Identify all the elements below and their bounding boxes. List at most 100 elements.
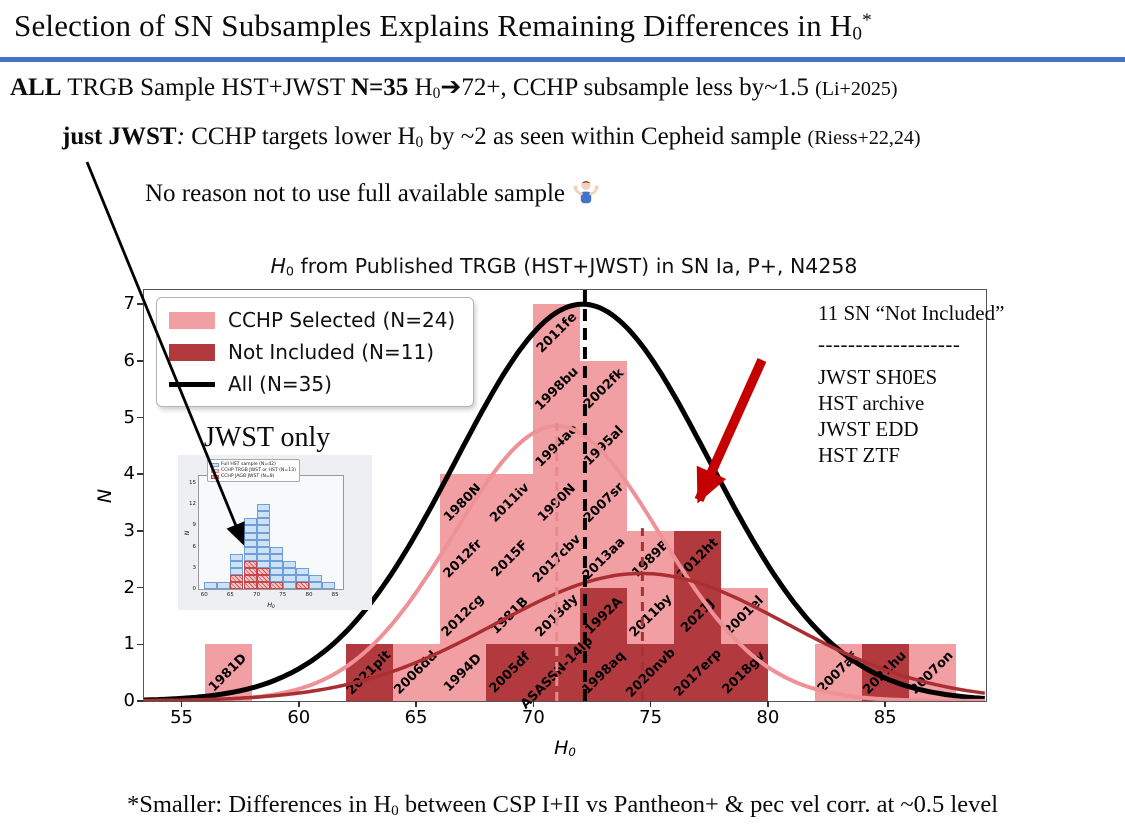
inset-histogram-cell bbox=[256, 574, 270, 582]
inset-histogram-cell bbox=[269, 560, 283, 568]
inset-histogram-cell bbox=[217, 581, 231, 589]
y-tick bbox=[137, 530, 143, 532]
annotation-title: 11 SN “Not Included” bbox=[818, 301, 1005, 325]
x-tick bbox=[415, 701, 417, 707]
inset-histogram-cell bbox=[295, 581, 309, 589]
inset-histogram-cell bbox=[256, 567, 270, 575]
legend-swatch-not-included bbox=[169, 343, 215, 361]
inset-y-axis-label: N bbox=[183, 530, 191, 535]
person-shrug-emoji bbox=[571, 179, 601, 214]
chart-legend: CCHP Selected (N=24) Not Included (N=11)… bbox=[156, 297, 475, 407]
inset-histogram-cell bbox=[243, 539, 257, 547]
inset-histogram-cell bbox=[256, 532, 270, 540]
y-tick-label: 7 bbox=[123, 293, 135, 315]
x-tick bbox=[298, 701, 300, 707]
inset-y-tick-label: 6 bbox=[192, 543, 197, 550]
inset-histogram-cell bbox=[230, 560, 244, 568]
inset-histogram-cell bbox=[322, 581, 336, 589]
inset-x-tick-label: 80 bbox=[305, 592, 313, 598]
inset-histogram-cell bbox=[308, 574, 323, 582]
inset-y-tick-label: 12 bbox=[189, 501, 196, 508]
inset-histogram-cell bbox=[282, 560, 296, 568]
y-tick-label: 3 bbox=[123, 519, 135, 541]
jwst-only-inset: H0 N 60 65 70 75 80 85 0 3 6 9 12 15 Full HST sampl… bbox=[178, 455, 372, 610]
y-tick bbox=[137, 700, 143, 702]
legend-item-not-included: Not Included (N=11) bbox=[169, 340, 455, 364]
annotation-divider: ------------------- bbox=[818, 332, 961, 356]
inset-histogram-cell bbox=[230, 567, 244, 575]
legend-swatch-cchp bbox=[169, 311, 215, 329]
inset-histogram-cell bbox=[269, 581, 283, 589]
inset-histogram-cell bbox=[256, 560, 270, 568]
y-tick-label: 5 bbox=[123, 406, 135, 428]
annotation-item: HST ZTF bbox=[818, 443, 900, 467]
x-tick-label: 60 bbox=[287, 707, 311, 728]
bullet-full-sample: No reason not to use full available samp… bbox=[145, 179, 601, 214]
inset-histogram-cell bbox=[308, 581, 323, 589]
y-tick-label: 0 bbox=[123, 690, 135, 711]
inset-histogram-cell bbox=[256, 504, 270, 512]
inset-histogram-cell bbox=[269, 553, 283, 561]
page-title-text: Selection of SN Subsamples Explains Rema… bbox=[14, 8, 830, 43]
inset-histogram-cell bbox=[243, 560, 257, 568]
inset-histogram-cell bbox=[243, 553, 257, 561]
x-tick-label: 85 bbox=[873, 707, 897, 728]
inset-x-tick-label: 65 bbox=[226, 592, 234, 598]
bold-just-jwst: just JWST bbox=[62, 123, 177, 150]
inset-histogram-cell bbox=[282, 574, 296, 582]
y-tick-label: 4 bbox=[123, 463, 135, 485]
footnote: *Smaller: Differences in H0 between CSP … bbox=[126, 791, 999, 819]
inset-histogram-cell bbox=[243, 525, 257, 533]
inset-histogram-cell bbox=[269, 567, 283, 575]
inset-y-tick-label: 9 bbox=[192, 522, 197, 529]
y-tick bbox=[137, 303, 143, 305]
y-tick bbox=[137, 473, 143, 475]
inset-histogram-cell bbox=[230, 553, 244, 561]
inset-histogram-cell bbox=[269, 546, 283, 554]
inset-histogram-cell bbox=[243, 518, 257, 526]
x-tick-label: 65 bbox=[404, 707, 428, 728]
y-tick bbox=[137, 416, 143, 419]
page-title: Selection of SN Subsamples Explains Rema… bbox=[14, 8, 872, 46]
inset-swatch-cchp-trgb bbox=[211, 468, 219, 473]
inset-x-tick-label: 60 bbox=[200, 592, 208, 598]
inset-legend: Full HST sample (N=42) CCHP TRGB JWST or… bbox=[207, 459, 300, 482]
title-divider bbox=[0, 57, 1125, 62]
annotation-item: JWST EDD bbox=[818, 417, 919, 441]
inset-histogram-cell bbox=[243, 532, 257, 540]
bold-all: ALL bbox=[10, 74, 62, 101]
inset-histogram-cell bbox=[243, 567, 257, 575]
y-tick bbox=[137, 586, 143, 589]
inset-histogram-cell bbox=[243, 574, 257, 582]
inset-histogram-cell bbox=[230, 574, 244, 582]
inset-y-tick-label: 3 bbox=[192, 564, 197, 571]
y-tick bbox=[137, 643, 143, 646]
x-tick bbox=[532, 701, 535, 707]
x-tick bbox=[767, 701, 769, 707]
x-tick bbox=[649, 701, 652, 707]
legend-swatch-all bbox=[169, 381, 215, 387]
inset-x-tick-label: 75 bbox=[279, 592, 287, 598]
inset-histogram-cell bbox=[230, 581, 244, 589]
heavy-right-arrow-glyph: ➔ bbox=[440, 72, 462, 101]
bullet-all-trgb: ALL TRGB Sample HST+JWST N=35 H0➔72+, CC… bbox=[10, 72, 898, 102]
inset-title: JWST only bbox=[204, 422, 331, 453]
inset-histogram-cell bbox=[256, 553, 270, 561]
x-tick-label: 80 bbox=[756, 707, 780, 728]
x-tick bbox=[180, 701, 183, 707]
inset-plot: H0 N 60 65 70 75 80 85 0 3 6 9 12 15 bbox=[184, 475, 344, 609]
inset-swatch-full-hst bbox=[211, 462, 219, 467]
x-axis-label: H0 bbox=[554, 737, 576, 760]
x-tick-label: 55 bbox=[170, 707, 193, 728]
y-tick-label: 2 bbox=[123, 576, 135, 598]
inset-histogram-cell bbox=[256, 546, 270, 554]
inset-histogram-cell bbox=[282, 581, 296, 589]
inset-histogram-cell bbox=[204, 581, 218, 589]
x-tick-label: 75 bbox=[639, 707, 663, 728]
inset-x-axis-label: H0 bbox=[267, 601, 275, 609]
x-tick-label: 70 bbox=[521, 707, 545, 728]
inset-y-tick-label: 0 bbox=[192, 586, 197, 592]
inset-x-tick-label: 70 bbox=[253, 592, 261, 598]
inset-swatch-cchp-jagb bbox=[211, 474, 219, 479]
